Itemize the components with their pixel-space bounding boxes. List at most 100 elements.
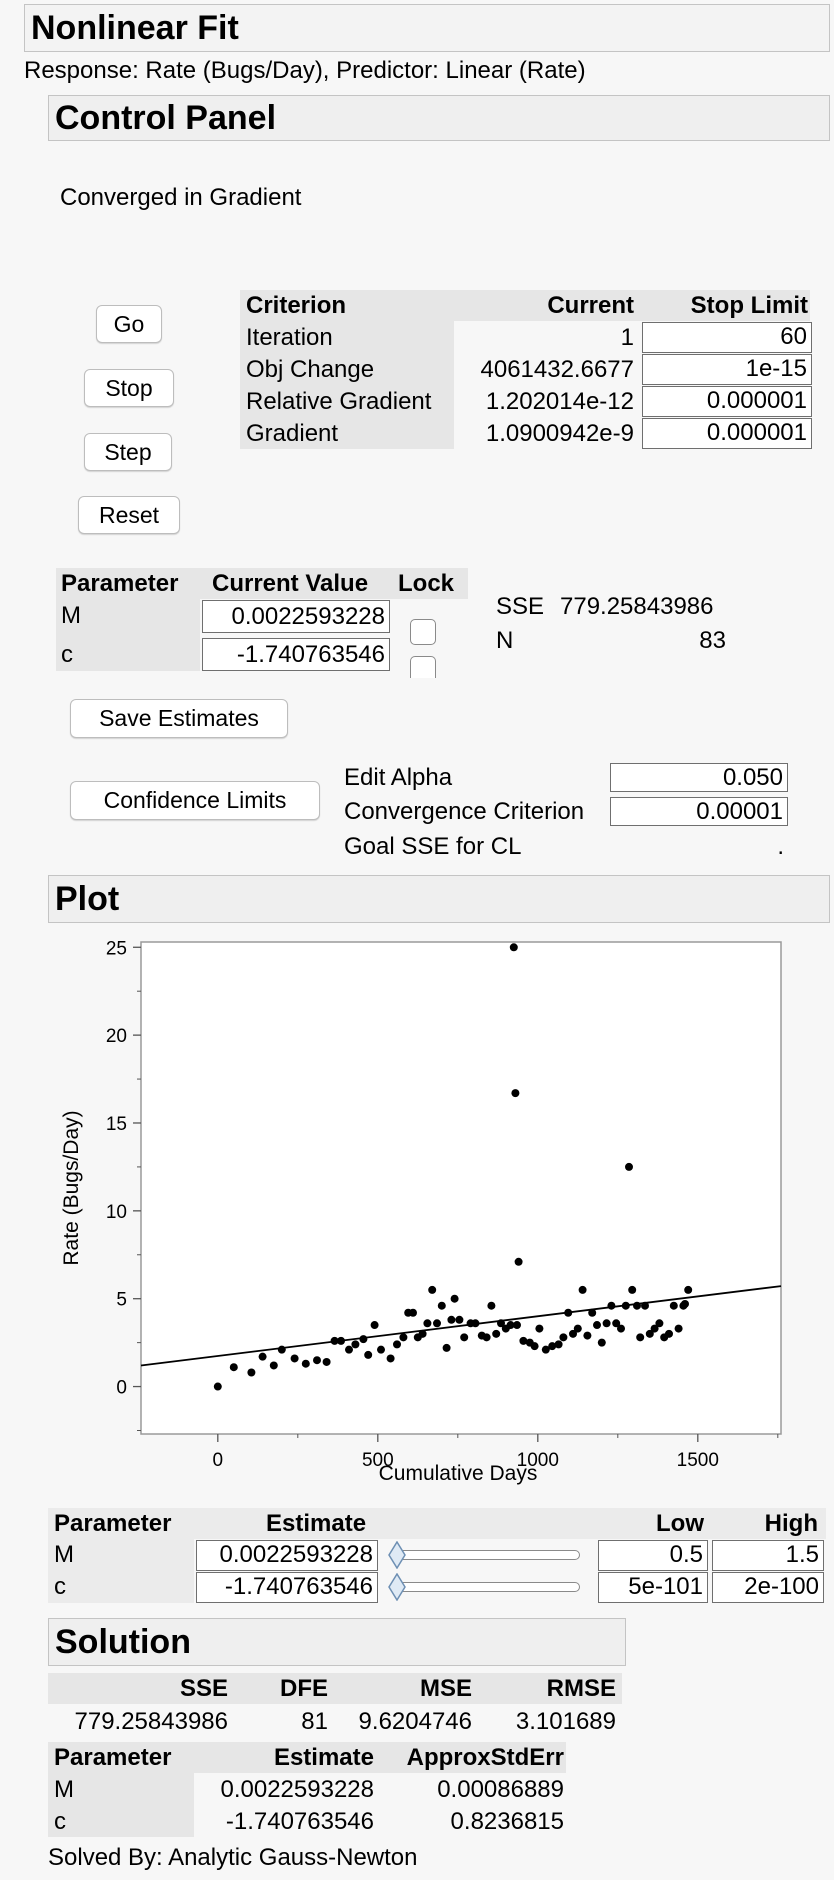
data-point: [559, 1333, 568, 1342]
gradient-stop-limit-field[interactable]: 0.000001: [642, 418, 812, 449]
data-point: [437, 1301, 446, 1310]
slider-m-high-field[interactable]: 1.5: [712, 1540, 824, 1571]
go-button[interactable]: Go: [96, 305, 162, 343]
criterion-current: 1.0900942e-9: [485, 420, 634, 447]
data-point: [535, 1324, 544, 1333]
report-title: Nonlinear Fit: [31, 8, 239, 47]
solution-parameter-header: Parameter: [54, 1744, 172, 1771]
data-point: [597, 1338, 606, 1347]
data-point: [428, 1285, 437, 1294]
m-slider[interactable]: [392, 1550, 580, 1560]
slider-m-estimate-field[interactable]: 0.0022593228: [196, 1540, 378, 1571]
criterion-label: Gradient: [246, 420, 339, 447]
lock-m-checkbox[interactable]: [410, 619, 436, 645]
y-tick-label: 0: [116, 1378, 127, 1399]
data-point: [681, 1299, 689, 1308]
solution-header[interactable]: Solution: [48, 1618, 626, 1666]
criterion-label: Iteration: [246, 324, 333, 351]
data-point: [345, 1345, 353, 1354]
plot-header[interactable]: Plot: [48, 875, 830, 923]
parameter-name: M: [61, 602, 81, 629]
data-point: [578, 1285, 587, 1294]
data-point: [513, 1321, 521, 1330]
data-point: [607, 1301, 616, 1310]
data-point: [588, 1308, 597, 1317]
save-estimates-button[interactable]: Save Estimates: [70, 699, 288, 738]
slider-m-low-field[interactable]: 0.5: [598, 1540, 708, 1571]
stop-button[interactable]: Stop: [84, 369, 174, 407]
dfe-header: DFE: [280, 1675, 328, 1702]
dfe-value-cell: 81: [301, 1708, 328, 1735]
m-slider-handle[interactable]: [388, 1541, 406, 1569]
data-point: [313, 1356, 321, 1365]
sse-value: 779.25843986: [560, 593, 714, 620]
data-point: [569, 1329, 577, 1338]
y-tick-label: 20: [106, 1026, 127, 1047]
data-point: [665, 1329, 673, 1338]
criterion-label: Relative Gradient: [246, 388, 432, 415]
data-point: [617, 1324, 625, 1333]
data-point: [393, 1340, 401, 1349]
solution-param-name: c: [54, 1808, 66, 1835]
solution-param-name: M: [54, 1776, 74, 1803]
slider-c-estimate-field[interactable]: -1.740763546: [196, 1572, 378, 1603]
parameter-header: Parameter: [61, 570, 179, 597]
data-point: [399, 1333, 408, 1342]
edit-alpha-field[interactable]: 0.050: [610, 763, 788, 792]
data-point: [509, 943, 518, 952]
data-point: [447, 1315, 456, 1324]
data-point: [229, 1363, 238, 1372]
rmse-header: RMSE: [546, 1675, 616, 1702]
report-title-header[interactable]: Nonlinear Fit: [24, 4, 830, 52]
sse-value-cell: 779.25843986: [74, 1708, 229, 1735]
parameter-c-value-field[interactable]: -1.740763546: [202, 638, 390, 671]
y-tick-label: 25: [106, 938, 127, 959]
step-button[interactable]: Step: [84, 433, 172, 471]
current-value-header: Current Value: [212, 570, 369, 597]
c-slider-handle[interactable]: [388, 1573, 406, 1601]
slider-low-header: Low: [656, 1510, 704, 1537]
mse-value-cell: 9.6204746: [358, 1708, 472, 1735]
confidence-limits-button[interactable]: Confidence Limits: [70, 781, 320, 820]
data-point: [519, 1336, 528, 1345]
edit-alpha-label: Edit Alpha: [344, 764, 453, 791]
data-point: [511, 1089, 520, 1098]
data-point: [492, 1329, 501, 1338]
data-point: [247, 1368, 256, 1377]
control-panel-header[interactable]: Control Panel: [48, 95, 830, 141]
slider-c-low-field[interactable]: 5e-101: [598, 1572, 708, 1603]
solution-stderr-header: ApproxStdErr: [406, 1744, 564, 1771]
data-point: [418, 1329, 427, 1338]
data-point: [487, 1301, 496, 1310]
lock-c-checkbox[interactable]: [410, 656, 436, 678]
relative-gradient-stop-limit-field[interactable]: 0.000001: [642, 386, 812, 417]
data-point: [583, 1331, 592, 1340]
y-axis-label: Rate (Bugs/Day): [60, 1110, 83, 1265]
rmse-value-cell: 3.101689: [515, 1708, 616, 1735]
slider-c-high-field[interactable]: 2e-100: [712, 1572, 824, 1603]
slider-parameter-name: c: [54, 1573, 66, 1600]
data-point: [548, 1342, 557, 1351]
n-label: N: [496, 627, 514, 654]
fit-line: [140, 1285, 782, 1367]
convergence-criterion-field[interactable]: 0.00001: [610, 797, 788, 826]
parameter-m-value-field[interactable]: 0.0022593228: [202, 600, 390, 633]
data-point: [482, 1333, 491, 1342]
y-tick-label: 5: [116, 1290, 127, 1311]
data-point: [460, 1333, 469, 1342]
sse-header: SSE: [179, 1675, 228, 1702]
slider-high-header: High: [764, 1510, 818, 1537]
data-point: [612, 1319, 621, 1328]
criterion-current: 4061432.6677: [480, 356, 635, 383]
data-point: [269, 1361, 278, 1370]
iteration-stop-limit-field[interactable]: 60: [642, 322, 812, 353]
x-tick-label: 1000: [517, 1450, 559, 1471]
plot-title: Plot: [55, 879, 120, 918]
data-point: [213, 1382, 222, 1391]
c-slider[interactable]: [392, 1582, 580, 1592]
reset-button[interactable]: Reset: [78, 496, 180, 534]
data-point: [655, 1319, 664, 1328]
solution-title: Solution: [55, 1622, 191, 1661]
obj-change-stop-limit-field[interactable]: 1e-15: [642, 354, 812, 385]
